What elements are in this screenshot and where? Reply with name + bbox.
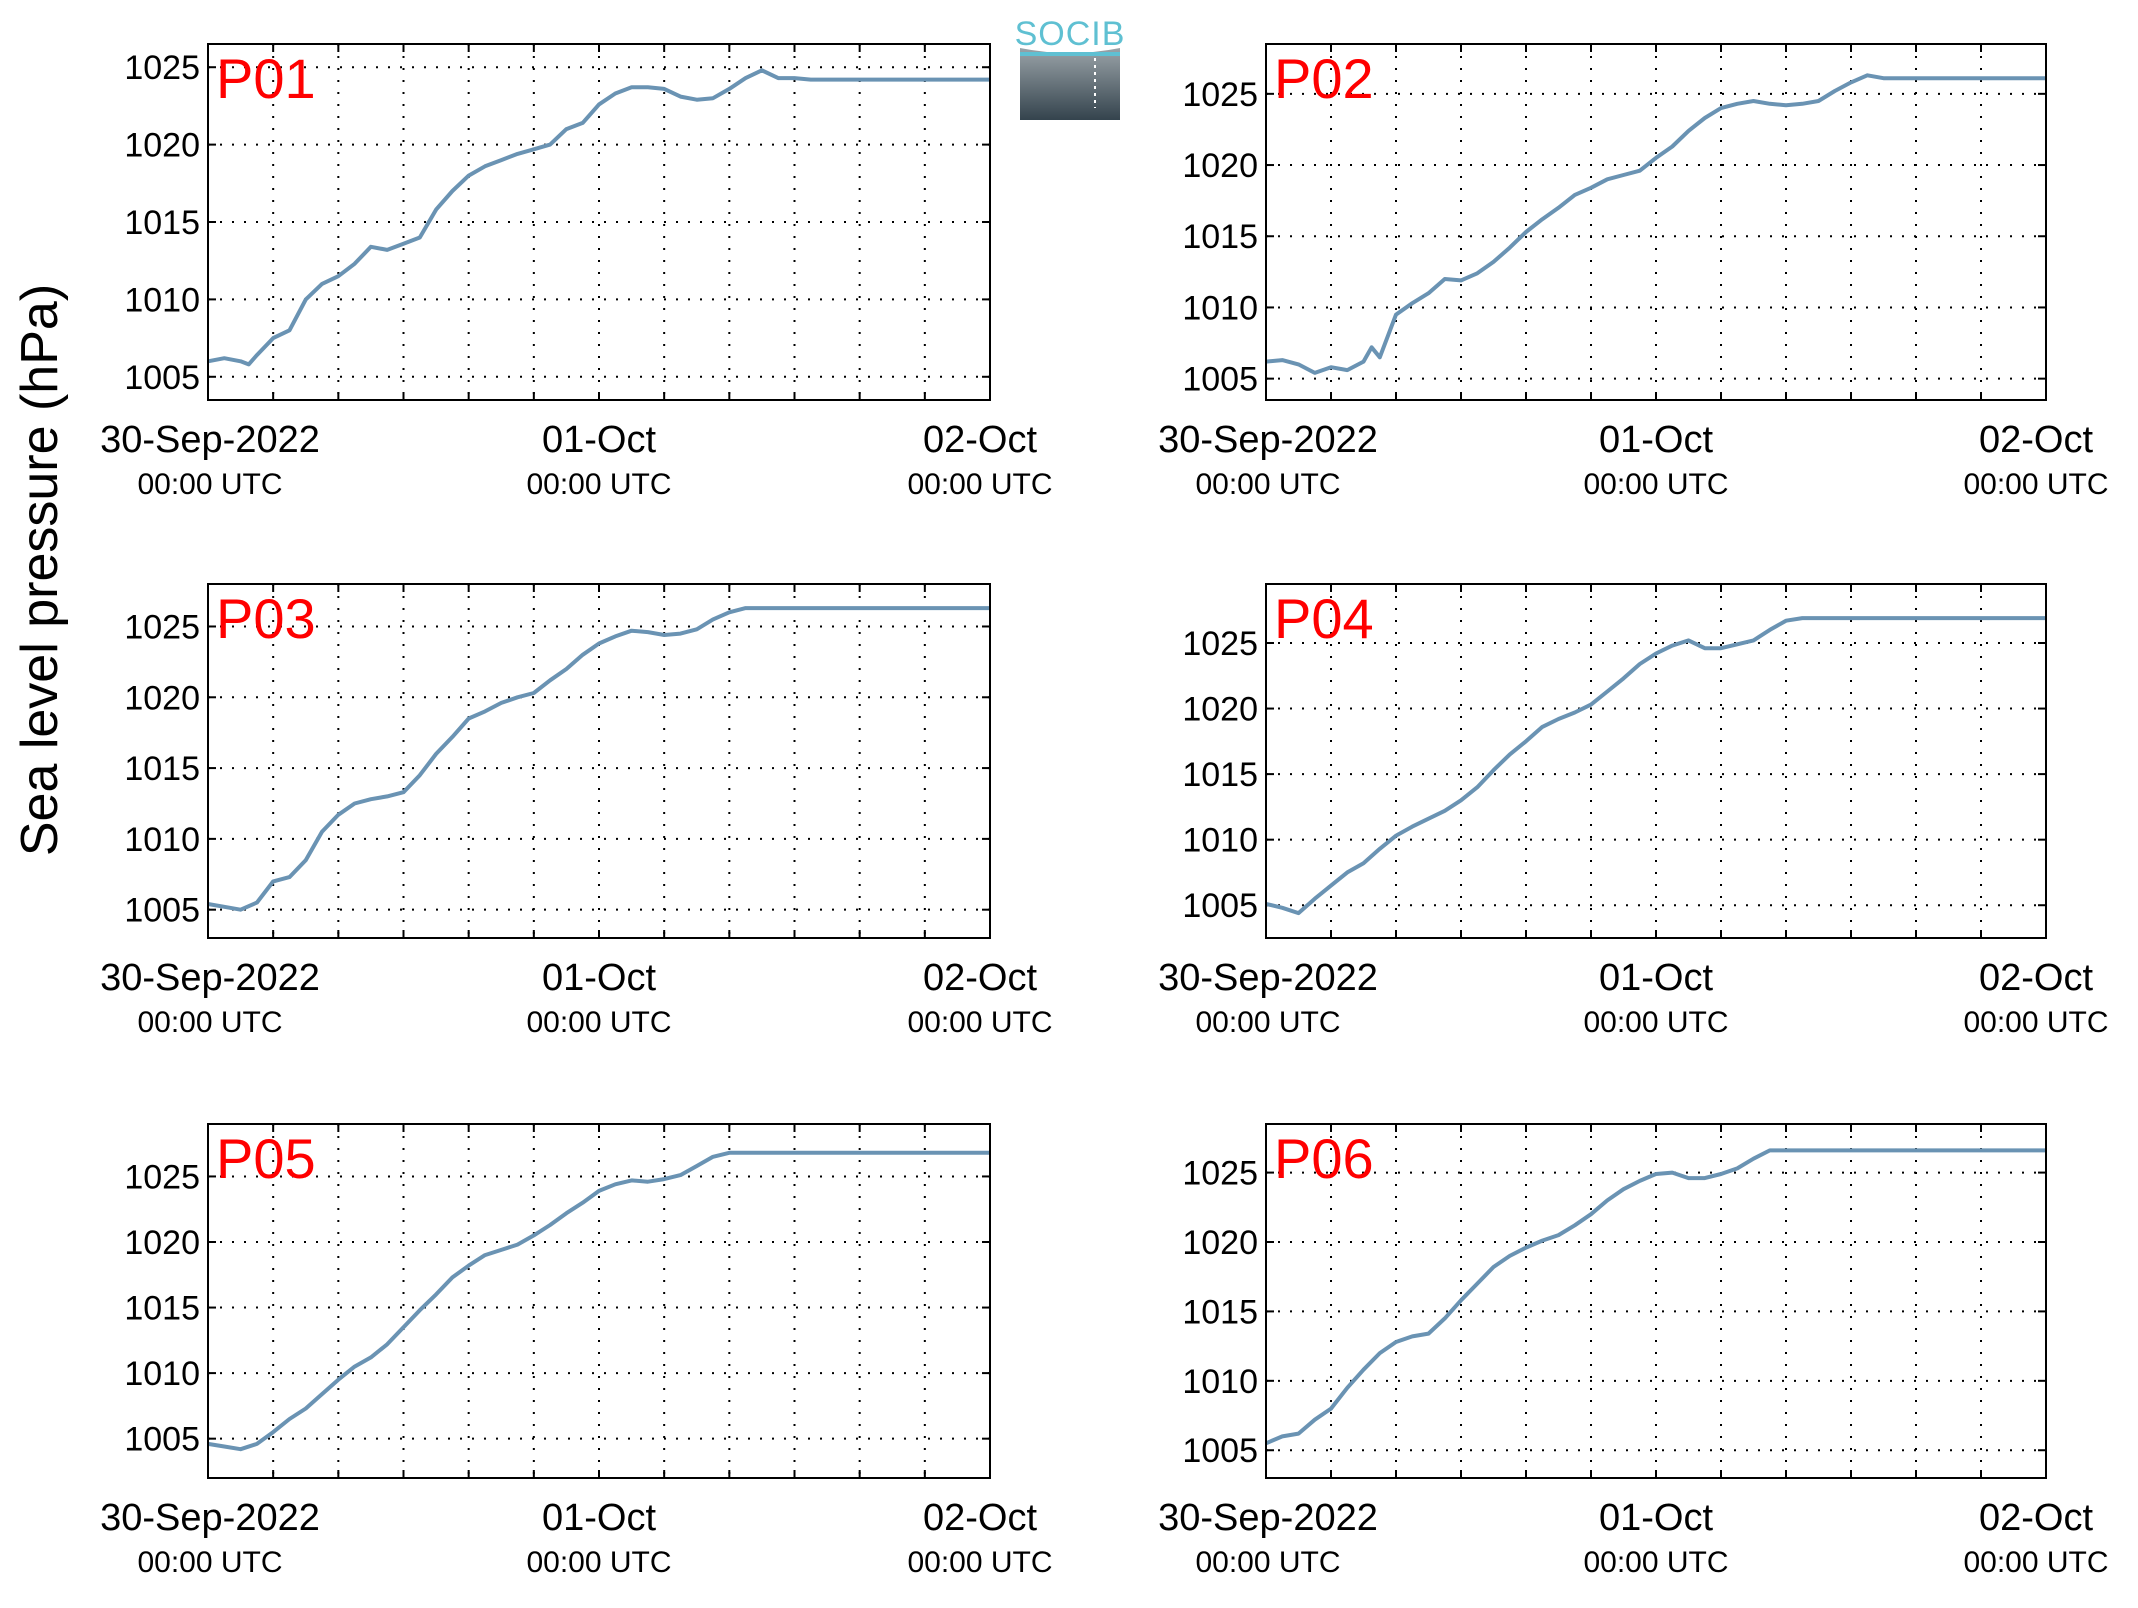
y-tick-label: 1015: [1182, 218, 1258, 256]
y-tick-label: 1025: [124, 608, 200, 646]
panel-p04: 1005 1010 1015 1020 1025 30-Sep-2022 00:00 UTC…: [1158, 583, 2109, 1039]
plot-frame: [207, 43, 991, 401]
x-tick-label-date: 30-Sep-2022: [100, 419, 320, 461]
y-tick-label: 1005: [1182, 887, 1258, 925]
plot-frame: [1265, 43, 2047, 401]
logo-water-line: [1020, 52, 1120, 56]
x-tick-label-time: 00:00 UTC: [137, 1006, 282, 1039]
x-tick-label-date: 01-Oct: [542, 957, 656, 999]
x-tick-label-time: 00:00 UTC: [526, 1006, 671, 1039]
x-tick-label-time: 00:00 UTC: [1583, 468, 1728, 501]
y-tick-label: 1020: [1182, 147, 1258, 185]
panel-p06: 1005 1010 1015 1020 1025 30-Sep-2022 00:00 UTC…: [1158, 1123, 2109, 1579]
logo-text: SOCIB: [1015, 15, 1126, 53]
series-line-p01: [207, 68, 990, 367]
y-tick-label: 1015: [124, 750, 200, 788]
x-tick-label-time: 00:00 UTC: [137, 1546, 282, 1579]
panel-label: P05: [216, 1127, 316, 1190]
x-tick-label-date: 02-Oct: [1979, 1497, 2093, 1539]
plot-frame: [1265, 1123, 2047, 1479]
y-tick-label: 1010: [1182, 822, 1258, 860]
panel-label: P06: [1274, 1127, 1374, 1190]
y-tick-label: 1010: [124, 821, 200, 859]
logo-wave-icon: [1020, 48, 1120, 120]
x-tick-label-date: 01-Oct: [542, 419, 656, 461]
y-tick-label: 1005: [124, 359, 200, 397]
x-tick-label-date: 01-Oct: [542, 1497, 656, 1539]
plot-frame: [207, 583, 991, 939]
x-tick-label-time: 00:00 UTC: [1583, 1006, 1728, 1039]
x-tick-label-time: 00:00 UTC: [1583, 1546, 1728, 1579]
y-tick-label: 1025: [124, 1158, 200, 1196]
series-line-p06: [1265, 1148, 2046, 1446]
x-tick-label-time: 00:00 UTC: [1963, 1546, 2108, 1579]
y-tick-label: 1005: [1182, 1432, 1258, 1470]
y-tick-label: 1010: [1182, 1363, 1258, 1401]
x-tick-label-time: 00:00 UTC: [526, 468, 671, 501]
series-line-p05: [207, 1150, 990, 1452]
y-axis-label: Sea level pressure (hPa): [11, 284, 69, 856]
y-tick-label: 1015: [124, 204, 200, 242]
x-tick-label-date: 02-Oct: [923, 1497, 1037, 1539]
x-tick-label-time: 00:00 UTC: [1195, 468, 1340, 501]
series-line-p03: [207, 606, 990, 912]
panel-p05: 1005 1010 1015 1020 1025 30-Sep-2022 00:00 UTC…: [100, 1123, 1053, 1579]
plot-frame: [207, 1123, 991, 1479]
x-tick-label-date: 01-Oct: [1599, 1497, 1713, 1539]
panel-p03: 1005 1010 1015 1020 1025 30-Sep-2022 00:00 UTC…: [100, 583, 1053, 1039]
y-tick-label: 1015: [124, 1290, 200, 1328]
plot-frame: [1265, 583, 2047, 939]
panel-label: P02: [1274, 47, 1374, 110]
x-tick-label-date: 01-Oct: [1599, 419, 1713, 461]
y-tick-label: 1020: [124, 679, 200, 717]
panel-p01: 1005 1010 1015 1020 1025 30-Sep-2022 00:00 UTC…: [100, 43, 1053, 501]
series-line-p04: [1265, 616, 2046, 916]
panel-label: P03: [216, 587, 316, 650]
y-tick-label: 1025: [1182, 1155, 1258, 1193]
x-tick-label-time: 00:00 UTC: [1963, 1006, 2108, 1039]
y-tick-label: 1005: [124, 1421, 200, 1459]
y-tick-label: 1025: [124, 49, 200, 87]
series-line-p02: [1265, 73, 2046, 375]
y-tick-label: 1005: [124, 892, 200, 930]
y-tick-label: 1010: [1182, 289, 1258, 327]
y-tick-label: 1020: [1182, 691, 1258, 729]
y-tick-label: 1015: [1182, 756, 1258, 794]
y-tick-label: 1025: [1182, 76, 1258, 114]
x-tick-label-date: 30-Sep-2022: [1158, 957, 1378, 999]
x-tick-label-time: 00:00 UTC: [907, 468, 1052, 501]
x-tick-label-time: 00:00 UTC: [526, 1546, 671, 1579]
y-tick-label: 1010: [124, 1355, 200, 1393]
x-tick-label-time: 00:00 UTC: [137, 468, 282, 501]
x-tick-label-date: 30-Sep-2022: [100, 1497, 320, 1539]
panels: 1005 1010 1015 1020 1025 30-Sep-2022 00:00 UTC…: [100, 43, 2109, 1579]
x-tick-label-date: 30-Sep-2022: [1158, 1497, 1378, 1539]
x-tick-label-date: 02-Oct: [1979, 957, 2093, 999]
x-tick-label-date: 30-Sep-2022: [1158, 419, 1378, 461]
x-tick-label-time: 00:00 UTC: [1963, 468, 2108, 501]
x-tick-label-date: 02-Oct: [923, 419, 1037, 461]
y-tick-label: 1020: [124, 1224, 200, 1262]
x-tick-label-time: 00:00 UTC: [907, 1546, 1052, 1579]
y-tick-label: 1020: [1182, 1224, 1258, 1262]
y-tick-label: 1015: [1182, 1293, 1258, 1331]
panel-p02: 1005 1010 1015 1020 1025 30-Sep-2022 00:00 UTC…: [1158, 43, 2109, 501]
x-tick-label-time: 00:00 UTC: [1195, 1006, 1340, 1039]
y-tick-label: 1025: [1182, 625, 1258, 663]
x-tick-label-date: 30-Sep-2022: [100, 957, 320, 999]
panel-label: P01: [216, 47, 316, 110]
x-tick-label-date: 01-Oct: [1599, 957, 1713, 999]
x-tick-label-date: 02-Oct: [923, 957, 1037, 999]
y-tick-label: 1005: [1182, 361, 1258, 399]
panel-label: P04: [1274, 587, 1374, 650]
y-tick-label: 1020: [124, 127, 200, 165]
y-tick-label: 1010: [124, 281, 200, 319]
x-tick-label-time: 00:00 UTC: [1195, 1546, 1340, 1579]
x-tick-label-date: 02-Oct: [1979, 419, 2093, 461]
x-tick-label-time: 00:00 UTC: [907, 1006, 1052, 1039]
socib-logo: SOCIB: [1015, 15, 1126, 120]
